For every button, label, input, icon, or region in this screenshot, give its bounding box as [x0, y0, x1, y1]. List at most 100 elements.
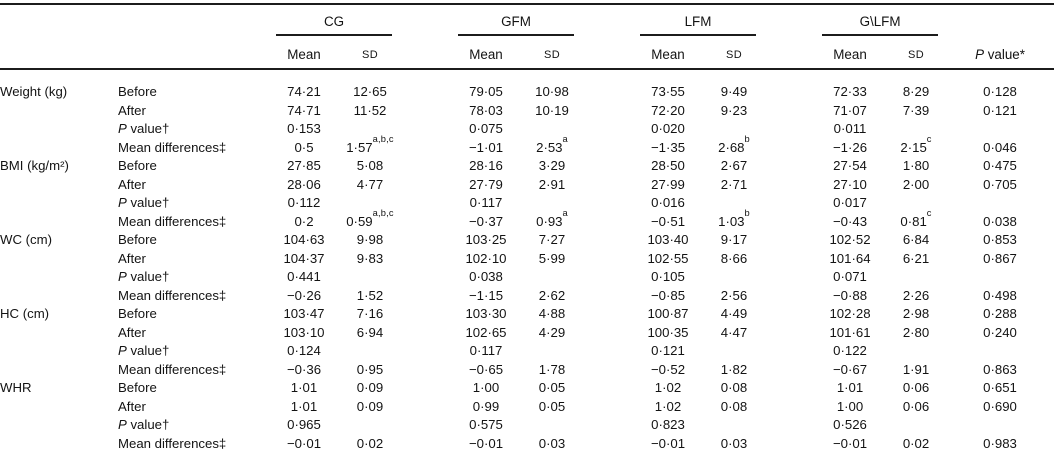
sd-header-lfm: SD [704, 36, 765, 70]
sd-value: 0·05 [538, 398, 566, 414]
mean-value: 100·87 [647, 306, 689, 322]
significance-superscript: a [562, 133, 568, 144]
column-gap [400, 102, 450, 121]
sd-value [704, 342, 764, 361]
sd-value: 0·93a [536, 207, 568, 229]
mean-value: −1·26 [832, 139, 868, 155]
column-gap [764, 361, 814, 380]
sd-value: 7·16 [356, 306, 384, 322]
sd-value: 0·08 [720, 398, 748, 414]
measure-label [0, 398, 118, 417]
significance-superscript: a,b,c [372, 207, 394, 218]
column-gap [582, 398, 632, 417]
p-value: 0·046 [983, 139, 1017, 155]
row-label: Before [118, 84, 157, 100]
column-gap [764, 194, 814, 213]
mean-value: 0·017 [833, 195, 867, 211]
p-value: 0·983 [946, 434, 1054, 460]
row-label: Mean differences‡ [118, 287, 227, 303]
sd-value: 3·29 [538, 158, 566, 174]
row-label: Mean differences‡ [118, 139, 227, 155]
mean-value: 0·122 [833, 343, 867, 359]
mean-value: 0·526 [833, 417, 867, 433]
column-gap [400, 213, 450, 232]
column-gap [582, 157, 632, 176]
header-spacer [0, 4, 118, 36]
measure-label [0, 139, 118, 158]
sd-value: 9·17 [720, 232, 748, 248]
sd-value: 4·47 [720, 324, 748, 340]
measure-label: WHR [0, 380, 32, 396]
table-row: After 1·01 0·09 0·99 0·05 1·02 0·08 1·00 0·06 0·6… [0, 398, 1054, 417]
row-label: Mean differences‡ [118, 213, 227, 229]
sd-value [886, 268, 946, 287]
significance-superscript: b [744, 207, 750, 218]
mean-value: 0·117 [469, 195, 503, 211]
mean-value: 0·112 [287, 195, 321, 211]
sd-value: 7·27 [538, 232, 566, 248]
mean-value: −1·35 [650, 139, 686, 155]
sd-value: 11·52 [353, 102, 387, 118]
sd-value [886, 416, 946, 435]
sd-value [522, 268, 582, 287]
mean-value: 0·965 [287, 417, 321, 433]
sd-value: 0·02 [340, 434, 400, 460]
column-gap [400, 36, 450, 70]
row-label: Mean differences‡ [118, 361, 227, 377]
p-value [946, 342, 1054, 361]
mean-value: 102·10 [465, 250, 507, 266]
sd-value: 2·53a [536, 133, 568, 155]
column-gap [582, 268, 632, 287]
column-group-cell-gfm: GFM [450, 4, 582, 36]
mean-value: −0·36 [286, 361, 322, 377]
sd-value: 4·88 [538, 306, 566, 322]
column-gap [582, 4, 632, 36]
sd-value: 1·57a,b,c [346, 133, 394, 155]
column-gap [400, 361, 450, 380]
significance-superscript: c [926, 207, 932, 218]
mean-value: 0·99 [472, 398, 500, 414]
table-row: P value† 0·112 0·117 0·016 0·017 [0, 194, 1054, 213]
column-gap [400, 250, 450, 269]
column-gap [764, 4, 814, 36]
column-group-header-cg: CG [276, 14, 392, 36]
mean-value: 0·124 [287, 343, 321, 359]
mean-value: 0·2 [294, 213, 314, 229]
sd-value: 2·56 [720, 287, 748, 303]
mean-header-cg: Mean [268, 36, 340, 70]
measure-label [0, 194, 118, 213]
mean-header-gfm: Mean [450, 36, 522, 70]
column-gap [764, 268, 814, 287]
measure-label [0, 324, 118, 343]
mean-value: 1·01 [290, 380, 318, 396]
table-row: After 74·71 11·52 78·03 10·19 72·20 9·23 71·07 7… [0, 102, 1054, 121]
sd-value: 10·98 [535, 84, 569, 100]
mean-value: 103·10 [283, 324, 325, 340]
column-gap [400, 176, 450, 195]
header-spacer [0, 36, 118, 70]
p-value [946, 120, 1054, 139]
mean-value: −0·01 [450, 434, 522, 460]
mean-value: 103·47 [283, 306, 325, 322]
row-label: Before [118, 158, 157, 174]
row-label: P value† [118, 121, 170, 137]
row-label: P value† [118, 195, 170, 211]
column-gap [582, 434, 632, 460]
p-value: 0·705 [983, 176, 1017, 192]
mean-value: −0·51 [650, 213, 686, 229]
mean-value: 27·85 [287, 158, 321, 174]
measure-label [0, 361, 118, 380]
mean-value: 79·05 [469, 84, 503, 100]
mean-value: 0·441 [287, 269, 321, 285]
column-group-header-gfm: GFM [458, 14, 574, 36]
mean-value: −1·01 [468, 139, 504, 155]
mean-value: 1·01 [290, 398, 318, 414]
column-gap [764, 157, 814, 176]
measure-label [0, 102, 118, 121]
column-gap [582, 324, 632, 343]
p-value: 0·240 [983, 324, 1017, 340]
column-gap [400, 379, 450, 398]
significance-superscript: a,b,c [372, 133, 394, 144]
column-gap [582, 102, 632, 121]
column-gap [400, 434, 450, 460]
